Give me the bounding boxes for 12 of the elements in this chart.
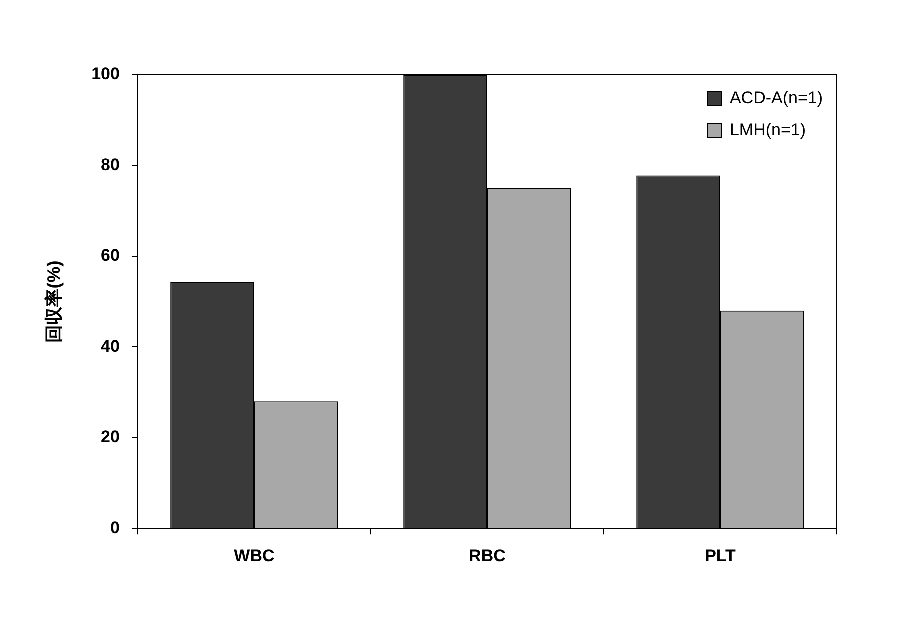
y-tick-label: 40 <box>101 336 120 356</box>
y-tick-label: 20 <box>101 428 120 447</box>
x-tick-label: RBC <box>469 546 506 566</box>
x-tick-label: PLT <box>705 546 737 566</box>
x-tick-label: WBC <box>234 546 275 566</box>
y-tick-label: 0 <box>110 518 120 538</box>
y-tick-label: 60 <box>101 246 120 266</box>
y-tick-label: 100 <box>92 64 120 84</box>
legend-label: ACD-A(n=1) <box>730 88 824 108</box>
legend-label: LMH(n=1) <box>730 120 806 140</box>
y-tick-label: 80 <box>101 155 120 174</box>
y-axis-title: 回収率(%) <box>44 260 64 343</box>
